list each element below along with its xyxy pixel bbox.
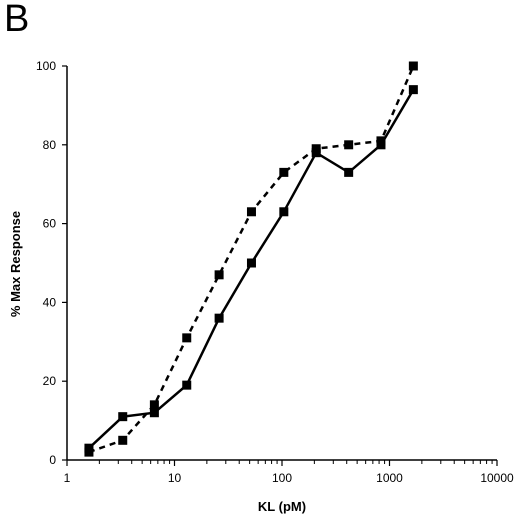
solid-series-marker xyxy=(149,408,159,418)
dashed-series-marker xyxy=(149,400,159,410)
dashed-series-marker xyxy=(376,136,386,146)
x-tick-label: 1000 xyxy=(376,471,403,485)
solid-series-marker xyxy=(182,380,192,390)
y-tick-label: 20 xyxy=(43,374,57,388)
tick-labels: 0 20 40 60 80 100 1 10 100 1000 10000 xyxy=(36,59,514,485)
y-tick-label: 80 xyxy=(43,138,57,152)
dashed-series-marker xyxy=(214,270,224,280)
x-tick-label: 10000 xyxy=(480,471,514,485)
y-tick-label: 60 xyxy=(43,217,57,231)
solid-series-marker xyxy=(279,207,289,217)
solid-series-marker xyxy=(246,258,256,268)
solid-series-marker xyxy=(408,85,418,95)
x-tick-label: 10 xyxy=(168,471,182,485)
y-tick-label: 0 xyxy=(49,453,56,467)
dashed-series-marker xyxy=(182,333,192,343)
dashed-series-marker xyxy=(118,435,128,445)
y-axis-title: % Max Response xyxy=(8,211,23,317)
dashed-series-marker xyxy=(344,140,354,150)
solid-series-marker xyxy=(214,313,224,323)
x-tick-label: 100 xyxy=(272,471,292,485)
dashed-series-marker xyxy=(408,61,418,71)
y-tick-label: 40 xyxy=(43,295,57,309)
dashed-series-marker xyxy=(84,447,94,457)
x-tick-label: 1 xyxy=(64,471,71,485)
dashed-series-marker xyxy=(279,167,289,177)
solid-series-marker xyxy=(344,167,354,177)
markers xyxy=(84,61,418,457)
y-tick-label: 100 xyxy=(36,59,56,73)
dashed-series-marker xyxy=(246,207,256,217)
axes xyxy=(62,65,498,466)
x-axis-title: KL (pM) xyxy=(258,499,306,514)
dashed-series-marker xyxy=(311,144,321,154)
solid-series-marker xyxy=(118,412,128,422)
panel-label: B xyxy=(4,0,30,40)
solid-series-line xyxy=(88,88,415,450)
